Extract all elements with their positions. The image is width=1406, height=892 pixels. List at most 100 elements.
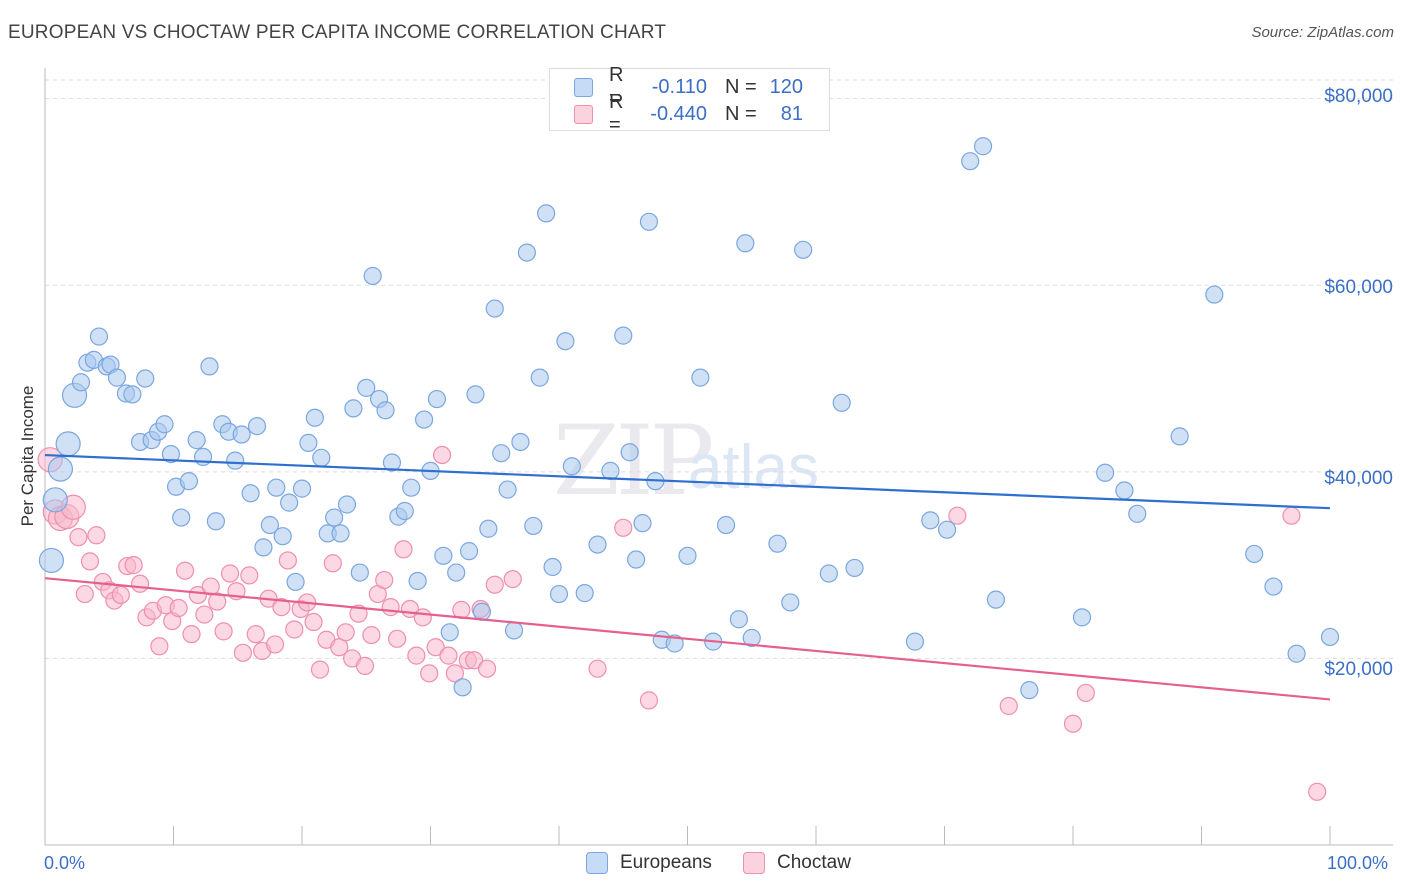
europeans-point [42,487,68,513]
europeans-point [1287,644,1306,663]
choctaw-point [485,575,504,594]
europeans-point [286,572,305,592]
europeans-point [819,564,838,583]
choctaw-point [355,656,375,675]
europeans-point [1096,463,1115,482]
europeans-point [504,621,524,640]
europeans-point [89,327,109,346]
europeans-point [921,511,940,530]
choctaw-point [1282,506,1301,525]
source-credit: Source: ZipAtlas.com [1251,24,1394,41]
europeans-point [273,527,292,546]
europeans-point [254,538,273,557]
europeans-point [905,632,925,651]
europeans-point [832,393,851,412]
choctaw-point [169,598,188,618]
correlation-legend: R = -0.110 N = 120 R = -0.440 N = 81 [549,64,830,136]
europeans-point [260,515,279,535]
legend-n-value: 120 [769,75,803,98]
europeans-point [986,590,1006,609]
legend-swatch-choctaw [743,852,765,874]
series-legend: Europeans Choctaw [0,852,1406,878]
europeans-point [472,602,491,621]
europeans-point [1245,544,1264,564]
europeans-point [402,478,421,497]
choctaw-point [639,691,659,710]
choctaw-point [588,659,607,678]
choctaw-point [188,585,208,605]
europeans-point [395,501,414,521]
europeans-point [1072,608,1092,627]
choctaw-point [69,528,88,547]
choctaw-point [265,635,285,654]
choctaw-point [381,598,400,617]
europeans-point [350,563,369,582]
choctaw-point [1076,683,1095,703]
europeans-point [729,610,749,629]
choctaw-point [310,660,330,679]
europeans-point [524,516,543,536]
choctaw-point [87,526,106,545]
europeans-point [414,410,434,429]
europeans-point [620,443,639,462]
europeans-point [344,399,363,418]
europeans-point [357,378,376,397]
choctaw-trend-line [44,577,1331,701]
europeans-point [937,520,957,539]
legend-row-choctaw: R = -0.440 N = 81 [574,91,803,136]
europeans-point [1170,427,1189,446]
europeans-point [781,593,800,612]
europeans-point [241,484,260,503]
choctaw-point [445,664,465,683]
europeans-point [537,204,556,223]
choctaw-points [37,445,1327,801]
choctaw-point [387,629,407,648]
europeans-point [530,368,549,387]
choctaw-point [111,585,130,605]
europeans-point [292,479,312,498]
europeans-point [232,425,251,444]
europeans-point [1264,577,1283,596]
choctaw-point [375,570,394,590]
trend-lines [44,453,1331,701]
europeans-point [973,137,993,156]
legend-label-europeans: Europeans [620,852,712,873]
choctaw-point [394,540,413,559]
choctaw-point [124,556,143,575]
europeans-point [562,457,581,476]
choctaw-point [208,592,227,611]
europeans-point [961,152,980,171]
x-tick-label-max: 100.0% [1327,853,1389,873]
europeans-point [614,326,633,345]
europeans-point [226,451,245,470]
europeans-point [1205,285,1224,304]
choctaw-point [246,625,265,644]
choctaw-point [233,643,252,662]
europeans-point [768,534,787,553]
choctaw-point [220,564,240,583]
europeans-point [187,431,206,450]
europeans-point [639,212,659,231]
europeans-point [382,453,402,472]
legend-item-europeans[interactable]: Europeans [586,852,712,874]
europeans-point [447,563,466,582]
choctaw-point [175,561,195,580]
europeans-point [492,444,511,463]
choctaw-point [420,664,439,683]
europeans-point [678,546,697,565]
choctaw-point [426,638,445,657]
europeans-point [206,512,226,531]
choctaw-point [240,566,259,585]
y-axis-label: Per Capita Income [18,385,37,527]
y-tick-label-60000: $60,000 [1324,277,1393,298]
europeans-point [466,385,485,404]
choctaw-point [465,651,484,670]
europeans-point [267,478,286,497]
legend-item-choctaw[interactable]: Choctaw [743,852,851,874]
axes [44,68,1393,846]
europeans-point [1320,627,1340,647]
legend-swatch-europeans [586,852,608,874]
legend-label-choctaw: Choctaw [777,852,851,873]
europeans-point [485,299,504,318]
